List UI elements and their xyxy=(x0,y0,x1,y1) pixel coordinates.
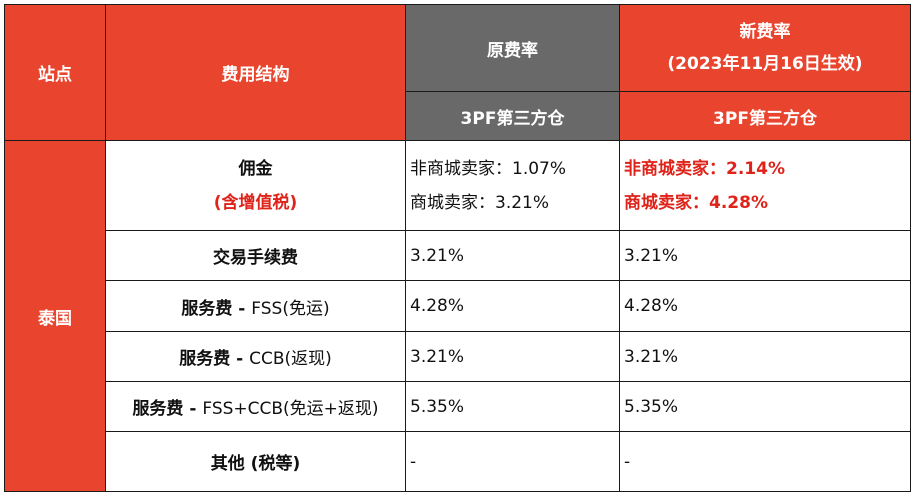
old-rate-line: 非商城卖家：1.07% xyxy=(410,158,567,179)
header-old-rate: 原费率 xyxy=(405,4,620,92)
old-rate-cell: 3.21% xyxy=(405,230,620,281)
fee-name-fss-ccb: 服务费 - FSS+CCB(免运+返现) xyxy=(105,381,406,432)
fee-name-ccb: 服务费 - CCB(返现) xyxy=(105,331,406,382)
fee-name-text: 佣金 xyxy=(238,158,273,179)
new-rate-cell: 4.28% xyxy=(619,280,911,332)
old-rate-cell: 4.28% xyxy=(405,280,620,332)
table-row: 其他 (税等) - - xyxy=(5,431,911,492)
old-rate-commission: 非商城卖家：1.07% 商城卖家：3.21% xyxy=(405,140,620,231)
fee-name-suffix: CCB(返现) xyxy=(249,349,332,369)
new-rate-cell: 3.21% xyxy=(619,331,911,382)
fee-name-prefix: 服务费 - xyxy=(132,399,203,419)
header-new-rate-title: 新费率 xyxy=(739,22,791,42)
fee-name-prefix: 服务费 - xyxy=(181,298,252,319)
fee-name-suffix: FSS+CCB(免运+返现) xyxy=(202,399,379,419)
old-rate-cell: 5.35% xyxy=(405,381,620,432)
old-rate-line: 商城卖家：3.21% xyxy=(410,192,550,213)
old-rate-cell: 3.21% xyxy=(405,331,620,382)
old-rate-cell: - xyxy=(405,431,620,492)
new-rate-cell: 5.35% xyxy=(619,381,911,432)
table-row: 交易手续费 3.21% 3.21% xyxy=(5,230,911,281)
header-fee-structure: 费用结构 xyxy=(105,4,406,141)
header-sub-row: 3PF第三方仓 3PF第三方仓 xyxy=(5,91,911,141)
new-rate-line: 商城卖家：4.28% xyxy=(624,192,768,213)
fee-name-commission: 佣金 (含增值税) xyxy=(105,140,406,231)
fee-name-fss: 服务费 - FSS(免运) xyxy=(105,280,406,332)
header-new-rate-effective: (2023年11月16日生效) xyxy=(667,54,863,74)
fee-name-prefix: 服务费 - xyxy=(179,349,250,369)
new-rate-cell: 3.21% xyxy=(619,230,911,281)
fee-name-other: 其他 (税等) xyxy=(105,431,406,492)
fee-table: 站点 费用结构 原费率 新费率 (2023年11月16日生效) 3PF第三方仓 … xyxy=(4,4,911,492)
table-row: 服务费 - FSS(免运) 4.28% 4.28% xyxy=(5,280,911,332)
table-row: 服务费 - FSS+CCB(免运+返现) 5.35% 5.35% xyxy=(5,381,911,432)
new-rate-cell: - xyxy=(619,431,911,492)
header-new-sub: 3PF第三方仓 xyxy=(619,91,911,141)
header-old-sub: 3PF第三方仓 xyxy=(405,91,620,141)
header-new-rate: 新费率 (2023年11月16日生效) xyxy=(619,4,911,92)
new-rate-commission: 非商城卖家：2.14% 商城卖家：4.28% xyxy=(619,140,911,231)
header-site: 站点 xyxy=(4,4,106,141)
fee-name-suffix: FSS(免运) xyxy=(251,298,330,319)
table-row-commission: 泰国 佣金 (含增值税) 非商城卖家：1.07% 商城卖家：3.21% 非商城卖… xyxy=(4,140,911,492)
site-cell: 泰国 xyxy=(4,140,106,492)
header-row: 站点 费用结构 原费率 新费率 (2023年11月16日生效) xyxy=(4,4,911,141)
fee-name-transaction: 交易手续费 xyxy=(105,230,406,281)
new-rate-line: 非商城卖家：2.14% xyxy=(624,158,785,179)
fee-name-subtext: (含增值税) xyxy=(213,192,298,213)
table-row: 服务费 - CCB(返现) 3.21% 3.21% xyxy=(5,331,911,382)
